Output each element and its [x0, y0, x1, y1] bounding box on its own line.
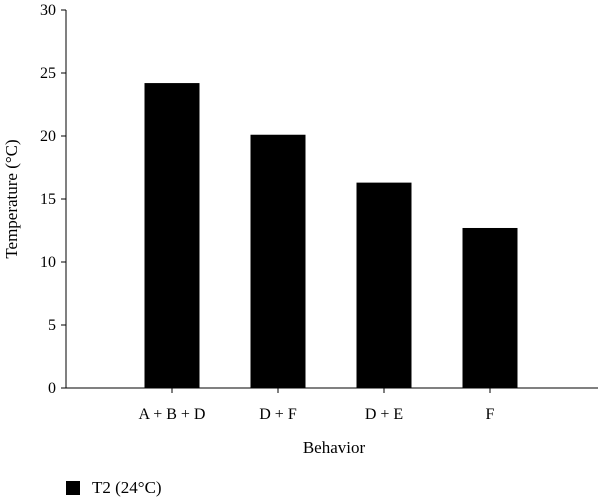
x-tick-label: D + E — [365, 406, 403, 423]
y-axis: 0 5 10 15 20 25 30 — [40, 2, 67, 397]
y-tick-label: 0 — [48, 380, 56, 397]
x-ticks: A + B + D D + F D + E F — [139, 388, 495, 423]
x-tick-label: D + F — [259, 406, 297, 423]
bar-0 — [144, 83, 200, 388]
y-ticks: 0 5 10 15 20 25 30 — [40, 2, 66, 397]
y-tick-label: 10 — [40, 254, 56, 271]
x-tick-label: A + B + D — [139, 406, 206, 423]
x-tick-label: F — [486, 406, 495, 423]
y-tick-label: 30 — [40, 2, 56, 19]
bars — [144, 83, 518, 388]
y-axis-title: Temperature (°C) — [2, 139, 21, 258]
y-tick-label: 5 — [48, 317, 56, 334]
bar-2 — [356, 182, 412, 388]
y-tick-label: 20 — [40, 128, 56, 145]
y-tick-label: 15 — [40, 191, 56, 208]
legend-label: T2 (24°C) — [92, 478, 162, 497]
y-tick-label: 25 — [40, 65, 56, 82]
bar-1 — [250, 134, 306, 388]
legend-swatch — [66, 481, 80, 495]
bar-3 — [462, 227, 518, 388]
x-axis: A + B + D D + F D + E F — [66, 387, 598, 423]
bar-chart: 0 5 10 15 20 25 30 A + B + D D + F D + E F Behavi… — [2, 2, 598, 457]
x-axis-title: Behavior — [303, 438, 366, 457]
legend: T2 (24°C) — [66, 478, 162, 498]
